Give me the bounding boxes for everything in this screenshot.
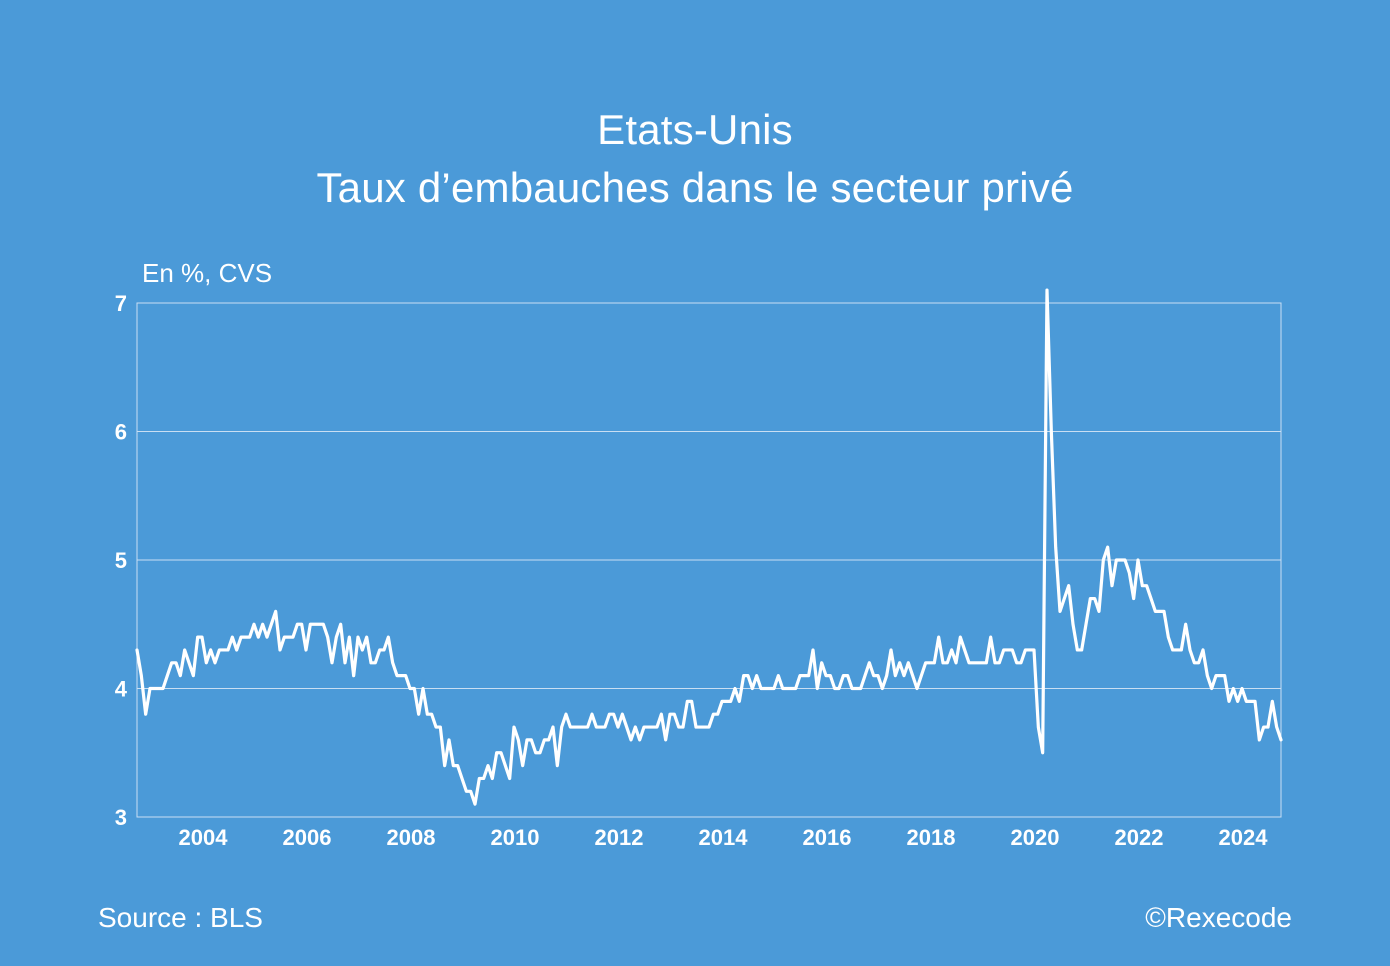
x-tick-label-2010: 2010 [491,825,540,850]
y-tick-label-6: 6 [115,420,127,445]
y-tick-label-4: 4 [115,677,128,702]
x-tick-label-2014: 2014 [699,825,749,850]
source-note: Source : BLS [98,902,263,933]
x-tick-label-2008: 2008 [387,825,436,850]
x-tick-label-2024: 2024 [1219,825,1269,850]
chart-title: Etats-Unis [597,106,793,153]
x-tick-label-2020: 2020 [1011,825,1060,850]
x-tick-label-2012: 2012 [595,825,644,850]
y-tick-label-5: 5 [115,548,127,573]
series-line-0 [135,288,1283,806]
x-tick-label-2016: 2016 [803,825,852,850]
x-tick-label-2018: 2018 [907,825,956,850]
y-axis-unit-label: En %, CVS [142,258,273,288]
x-tick-label-2022: 2022 [1115,825,1164,850]
y-tick-label-3: 3 [115,805,127,830]
copyright-note: ©Rexecode [1145,902,1292,933]
y-tick-label-7: 7 [115,291,127,316]
x-tick-label-2004: 2004 [179,825,229,850]
x-tick-label-2006: 2006 [283,825,332,850]
chart-subtitle: Taux d’embauches dans le secteur privé [316,164,1074,211]
